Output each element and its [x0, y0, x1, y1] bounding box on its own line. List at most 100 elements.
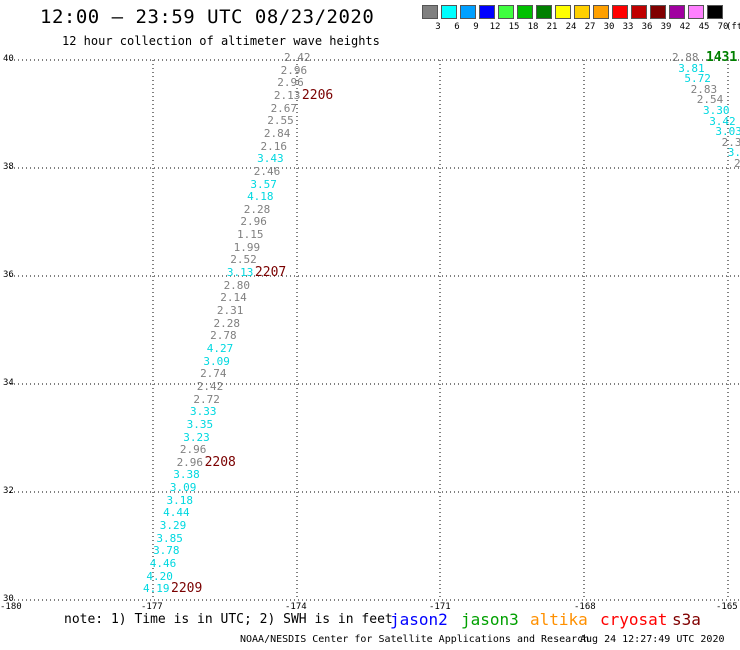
wave-height-value: 4.46	[149, 557, 177, 570]
color-swatch	[498, 5, 514, 19]
wave-height-value: 2.42	[284, 51, 311, 64]
color-scale-label: 9	[473, 22, 479, 32]
wave-height-value: 3.38	[173, 468, 200, 482]
wave-height-value: 2.	[734, 157, 740, 170]
wave-height-value: 2.28	[213, 316, 241, 330]
color-scale-label: 18	[527, 22, 539, 32]
wave-height-value: 3.09	[169, 481, 197, 495]
wave-height-value: 2.30	[721, 135, 740, 149]
latitude-tick-label: 38	[3, 162, 14, 172]
wave-height-value: 2.46	[253, 164, 281, 178]
longitude-tick-label: -174	[285, 602, 307, 612]
color-scale-unit: (ft)	[726, 22, 740, 32]
satellite-name: jason3	[461, 610, 519, 629]
time-label: 1431	[706, 50, 738, 65]
color-swatch	[479, 5, 495, 19]
wave-height-value: 3.	[727, 146, 740, 160]
color-swatch	[555, 5, 571, 19]
latitude-tick-label: 40	[3, 54, 14, 64]
color-scale-label: 42	[679, 22, 691, 32]
satellite-name: s3a	[672, 610, 701, 629]
color-scale-label: 39	[660, 22, 672, 32]
color-scale-label: 6	[454, 22, 460, 32]
wave-height-value: 3.03	[715, 125, 740, 139]
latitude-tick-label: 36	[3, 270, 14, 280]
wave-height-value: 3.30	[703, 104, 730, 117]
latitude-tick-label: 32	[3, 486, 14, 496]
color-swatch	[669, 5, 685, 19]
time-label: 2208	[204, 454, 236, 470]
longitude-tick-label: -177	[141, 602, 163, 612]
page-subtitle: 12 hour collection of altimeter wave hei…	[62, 34, 380, 48]
wave-height-value: 2.88	[672, 51, 699, 64]
credit-text: NOAA/NESDIS Center for Satellite Applica…	[240, 634, 590, 645]
color-swatch	[688, 5, 704, 19]
wave-height-value: 1.99	[233, 240, 261, 254]
longitude-tick-label: -171	[429, 602, 451, 612]
color-scale-label: 15	[508, 22, 520, 32]
color-scale-label: 30	[603, 22, 615, 32]
page-title: 12:00 – 23:59 UTC 08/23/2020	[40, 6, 375, 28]
wave-height-value: 2.80	[223, 278, 251, 292]
time-label: 2206	[301, 87, 334, 103]
time-label: 2209	[171, 581, 203, 597]
latitude-tick-label: 34	[3, 378, 14, 388]
wave-height-value: 4.44	[163, 506, 190, 520]
wave-height-value: 3.33	[190, 405, 217, 419]
color-swatch	[441, 5, 457, 19]
wave-height-value: 3.43	[257, 152, 284, 166]
wave-height-value: 1.15	[237, 228, 264, 242]
color-scale-label: 70	[717, 22, 729, 32]
wave-height-value: 3.35	[186, 417, 214, 431]
wave-height-value: 2.96	[179, 443, 207, 457]
color-swatch	[574, 5, 590, 19]
wave-height-value: 4.19	[143, 582, 170, 596]
wave-height-value: 2.55	[267, 114, 294, 128]
color-swatch	[612, 5, 628, 19]
wave-height-value: 2.96	[240, 215, 267, 229]
wave-height-value: 2.83	[690, 82, 718, 96]
color-scale-label: 45	[698, 22, 710, 32]
color-scale-label: 33	[622, 22, 634, 32]
wave-height-value: 2.67	[270, 101, 298, 115]
time-label: 2207	[254, 265, 287, 281]
color-swatch	[460, 5, 476, 19]
wave-height-value: 3.78	[153, 544, 180, 558]
wave-height-value: 3.13	[226, 266, 254, 280]
longitude-tick-label: -168	[574, 602, 596, 612]
wave-height-value: 3.42	[709, 114, 736, 128]
longitude-tick-label: -180	[0, 602, 22, 612]
color-scale-label: 3	[435, 22, 441, 32]
wave-height-value: 5.72	[684, 72, 711, 86]
wave-height-value: 4.18	[247, 190, 274, 204]
color-scale-label: 36	[641, 22, 653, 32]
color-scale-label: 27	[584, 22, 596, 32]
wave-height-value: 2.54	[696, 93, 724, 107]
wave-height-value: 4.20	[146, 569, 173, 583]
satellite-name: jason2	[390, 610, 448, 629]
wave-height-value: 2.96	[176, 455, 204, 469]
color-swatch	[593, 5, 609, 19]
color-swatch	[650, 5, 666, 19]
color-swatch	[422, 5, 438, 19]
satellite-name: altika	[530, 610, 588, 629]
color-swatch	[707, 5, 723, 19]
footer-note: note: 1) Time is in UTC; 2) SWH is in fe…	[64, 612, 393, 627]
wave-height-value: 3.29	[159, 519, 187, 533]
color-scale-label: 21	[546, 22, 558, 32]
wave-height-value: 2.84	[263, 126, 291, 140]
wave-height-value: 3.23	[183, 430, 210, 444]
wave-height-value: 3.57	[250, 177, 277, 191]
wave-height-value: 2.78	[210, 329, 237, 343]
color-scale-label: 12	[489, 22, 501, 32]
wave-height-value: 2.42	[196, 379, 224, 393]
wave-height-value: 3.81	[678, 61, 705, 75]
wave-height-value: 2.52	[230, 253, 257, 267]
wave-height-value: 2.74	[200, 367, 227, 381]
wave-height-value: 3.85	[156, 531, 183, 545]
color-swatch	[517, 5, 533, 19]
wave-height-value: 3.09	[203, 354, 230, 368]
color-scale-label: 24	[565, 22, 577, 32]
longitude-tick-label: -165	[716, 602, 738, 612]
